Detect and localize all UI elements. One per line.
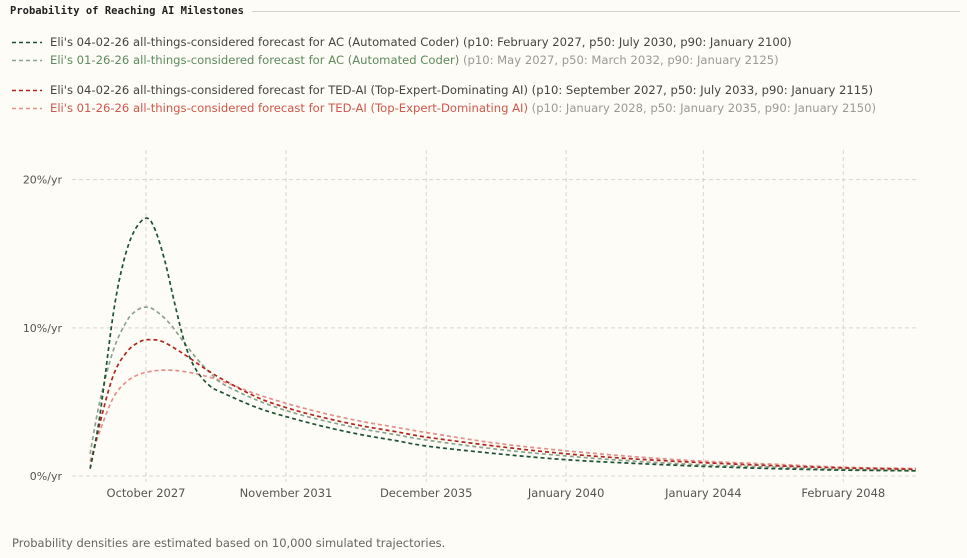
legend-series-name: Eli's 01-26-26 all-things-considered for… — [50, 53, 460, 67]
x-tick-label: January 2044 — [664, 486, 742, 500]
legend-item-ac-01-26-26[interactable]: Eli's 01-26-26 all-things-considered for… — [12, 51, 957, 69]
legend-series-detail: (p10: February 2027, p50: July 2030, p90… — [459, 35, 792, 49]
x-tick-label: February 2048 — [801, 486, 885, 500]
y-tick-label: 0%/yr — [30, 470, 63, 483]
x-axis-ticks: October 2027 November 2031 December 2035 Ja… — [107, 486, 886, 500]
line-chart: 0%/yr 10%/yr 20%/yr October 2027 November 2… — [23, 150, 917, 500]
legend-swatch-ac-01-26-26 — [12, 59, 42, 62]
legend-item-ted-ai-04-02-26[interactable]: Eli's 04-02-26 all-things-considered for… — [12, 81, 957, 99]
legend-label: Eli's 01-26-26 all-things-considered for… — [50, 99, 876, 117]
legend-series-name: Eli's 01-26-26 all-things-considered for… — [50, 101, 528, 115]
chart-series — [89, 217, 917, 472]
title-rule — [10, 11, 960, 12]
legend-series-name: Eli's 04-02-26 all-things-considered for… — [50, 35, 460, 49]
legend-label: Eli's 04-02-26 all-things-considered for… — [50, 81, 873, 99]
series-line-ted-ai-01-26-26 — [89, 369, 917, 470]
x-tick-label: January 2040 — [527, 486, 605, 500]
legend-item-ac-04-02-26[interactable]: Eli's 04-02-26 all-things-considered for… — [12, 33, 957, 51]
chart-legend: Eli's 04-02-26 all-things-considered for… — [12, 33, 957, 117]
legend-swatch-ac-04-02-26 — [12, 41, 42, 44]
legend-series-name: Eli's 04-02-26 all-things-considered for… — [50, 83, 528, 97]
x-tick-label: October 2027 — [107, 486, 186, 500]
series-line-ac-04-02-26 — [89, 217, 917, 472]
chart-title: Probability of Reaching AI Milestones — [10, 4, 252, 18]
x-tick-label: December 2035 — [380, 486, 473, 500]
legend-label: Eli's 01-26-26 all-things-considered for… — [50, 51, 779, 69]
legend-series-detail: (p10: January 2028, p50: January 2035, p… — [528, 101, 877, 115]
footnote: Probability densities are estimated base… — [12, 536, 446, 550]
series-line-ac-01-26-26 — [89, 306, 917, 472]
legend-series-detail: (p10: September 2027, p50: July 2033, p9… — [528, 83, 874, 97]
chart-header: Probability of Reaching AI Milestones — [10, 4, 960, 20]
legend-item-ted-ai-01-26-26[interactable]: Eli's 01-26-26 all-things-considered for… — [12, 99, 957, 117]
x-tick-label: November 2031 — [240, 486, 333, 500]
y-axis-ticks: 0%/yr 10%/yr 20%/yr — [23, 174, 63, 483]
legend-swatch-ted-ai-04-02-26 — [12, 89, 42, 92]
chart-grid — [72, 150, 916, 482]
y-tick-label: 10%/yr — [23, 322, 63, 335]
series-line-ted-ai-04-02-26 — [89, 338, 917, 471]
legend-label: Eli's 04-02-26 all-things-considered for… — [50, 33, 792, 51]
legend-series-detail: (p10: May 2027, p50: March 2032, p90: Ja… — [459, 53, 779, 67]
y-tick-label: 20%/yr — [23, 174, 63, 187]
legend-swatch-ted-ai-01-26-26 — [12, 107, 42, 110]
